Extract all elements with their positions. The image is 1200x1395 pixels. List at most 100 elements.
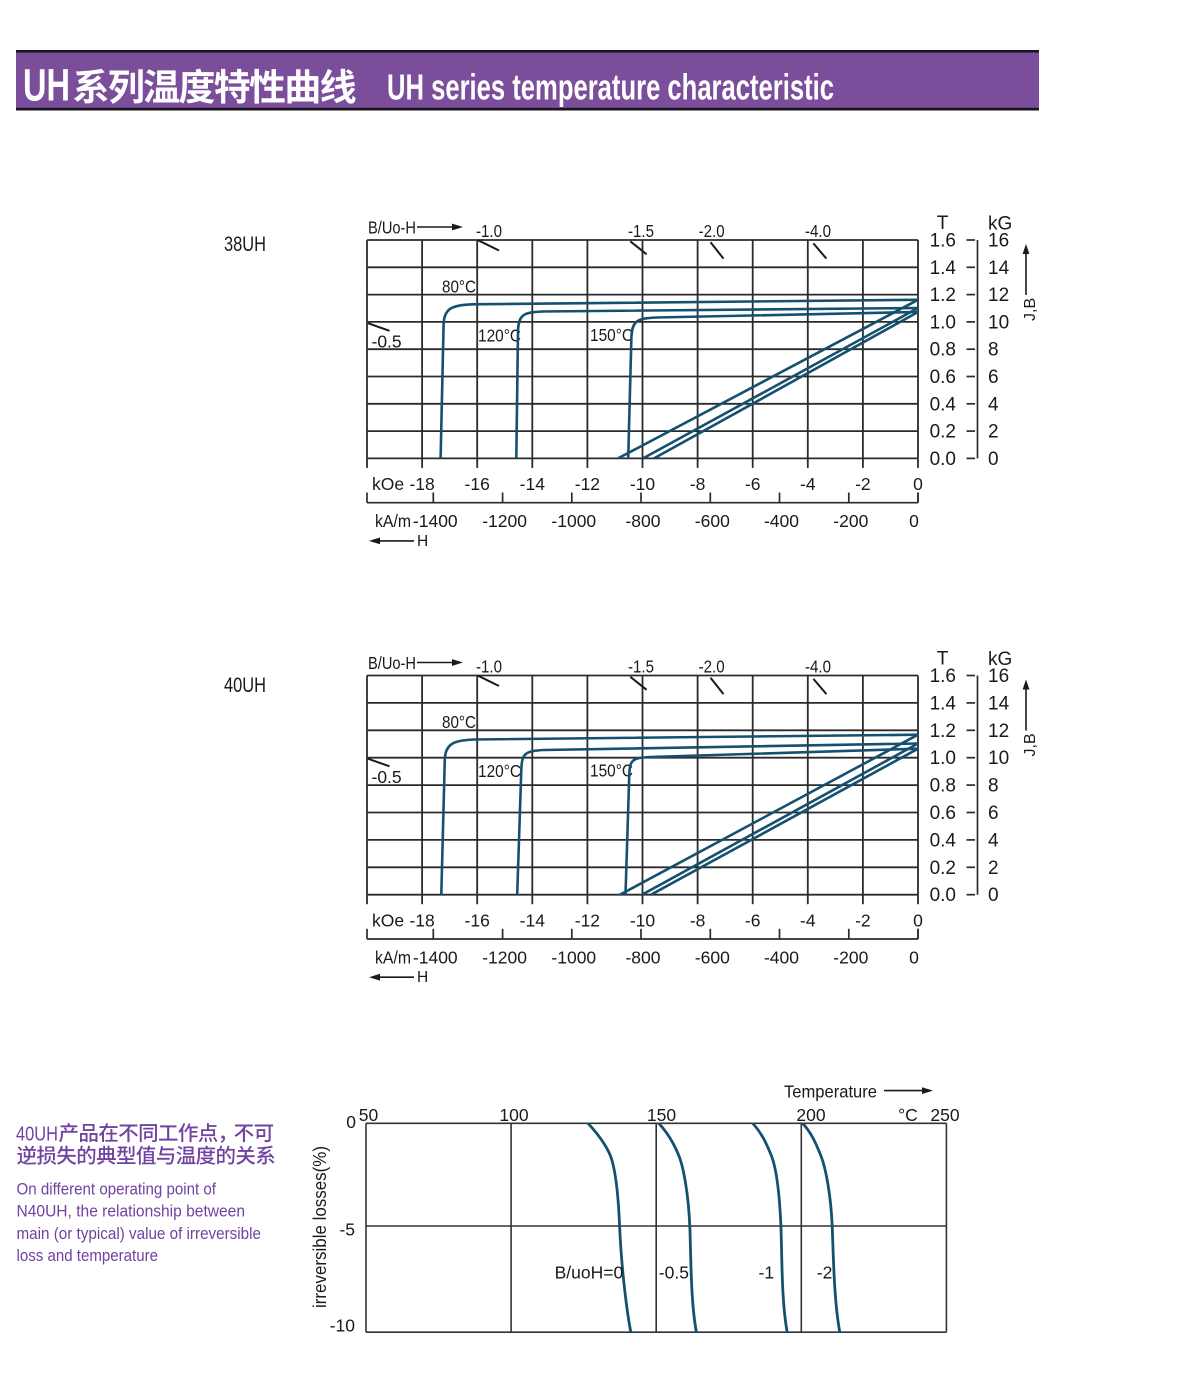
svg-text:kA/m: kA/m [375, 948, 411, 968]
svg-text:-1000: -1000 [551, 511, 596, 531]
svg-text:-4.0: -4.0 [805, 221, 831, 241]
svg-text:2: 2 [988, 858, 999, 879]
svg-text:0.2: 0.2 [930, 858, 956, 879]
svg-text:80°C: 80°C [442, 277, 476, 297]
svg-text:-6: -6 [745, 474, 761, 494]
svg-text:0.0: 0.0 [930, 449, 956, 470]
svg-text:-10: -10 [630, 910, 656, 930]
svg-text:kG: kG [988, 649, 1012, 670]
svg-text:-18: -18 [409, 474, 434, 494]
svg-text:-1.5: -1.5 [628, 657, 654, 677]
svg-text:0: 0 [913, 474, 923, 494]
svg-text:-10: -10 [330, 1316, 356, 1336]
svg-text:UH series temperature characte: UH series temperature characteristic [387, 67, 834, 108]
svg-text:-2.0: -2.0 [699, 657, 725, 677]
svg-text:-2: -2 [817, 1263, 833, 1283]
svg-text:16: 16 [988, 666, 1009, 687]
svg-text:-14: -14 [520, 474, 546, 494]
svg-text:loss and temperature: loss and temperature [17, 1246, 159, 1265]
svg-text:1.0: 1.0 [930, 748, 956, 769]
svg-text:1.2: 1.2 [930, 721, 956, 742]
svg-text:-200: -200 [833, 948, 868, 968]
svg-text:Temperature: Temperature [784, 1082, 877, 1102]
svg-text:0: 0 [346, 1112, 356, 1132]
svg-text:0: 0 [909, 511, 919, 531]
svg-text:150°C: 150°C [590, 761, 633, 781]
svg-text:J,B: J,B [1022, 298, 1039, 321]
svg-text:-400: -400 [764, 948, 799, 968]
svg-text:°C: °C [898, 1105, 918, 1125]
svg-text:40UH: 40UH [16, 1122, 58, 1145]
svg-text:-1.0: -1.0 [476, 221, 502, 241]
svg-text:16: 16 [988, 231, 1009, 252]
svg-text:-12: -12 [575, 910, 600, 930]
svg-text:irreversible losses(%): irreversible losses(%) [310, 1146, 330, 1308]
svg-text:4: 4 [988, 394, 999, 415]
svg-text:kOe: kOe [372, 474, 404, 494]
svg-text:14: 14 [988, 258, 1010, 279]
svg-text:B/Uo-H: B/Uo-H [368, 218, 416, 238]
svg-text:-4.0: -4.0 [805, 657, 831, 677]
svg-text:50: 50 [359, 1105, 379, 1125]
svg-text:-4: -4 [800, 474, 816, 494]
svg-text:main (or typical) value of irr: main (or typical) value of irreversible [17, 1224, 262, 1243]
svg-text:14: 14 [988, 693, 1010, 714]
svg-text:1.4: 1.4 [930, 258, 957, 279]
svg-text:40UH: 40UH [224, 674, 266, 697]
svg-text:6: 6 [988, 803, 999, 824]
svg-text:B/Uo-H: B/Uo-H [368, 653, 416, 673]
svg-text:100: 100 [499, 1105, 528, 1125]
svg-text:0.4: 0.4 [930, 394, 957, 415]
svg-text:J,B: J,B [1022, 733, 1039, 756]
svg-text:38UH: 38UH [224, 233, 266, 256]
svg-text:10: 10 [988, 312, 1009, 333]
svg-text:-5: -5 [339, 1220, 355, 1240]
svg-text:-16: -16 [465, 910, 490, 930]
svg-text:0.0: 0.0 [930, 885, 956, 906]
svg-text:-400: -400 [764, 511, 799, 531]
svg-text:-1400: -1400 [413, 511, 458, 531]
svg-text:On different operating point o: On different operating point of [17, 1180, 217, 1199]
svg-text:-0.5: -0.5 [659, 1263, 689, 1283]
svg-text:-1000: -1000 [551, 948, 596, 968]
svg-text:250: 250 [930, 1105, 959, 1125]
svg-text:kG: kG [988, 214, 1012, 235]
svg-text:-0.5: -0.5 [372, 332, 402, 352]
svg-text:6: 6 [988, 367, 999, 388]
svg-text:12: 12 [988, 721, 1009, 742]
svg-text:-1200: -1200 [482, 511, 527, 531]
svg-text:4: 4 [988, 830, 999, 851]
svg-text:12: 12 [988, 285, 1009, 306]
svg-text:120°C: 120°C [478, 326, 521, 346]
svg-text:B/uoH=0: B/uoH=0 [555, 1263, 624, 1283]
svg-text:-1200: -1200 [482, 948, 527, 968]
svg-text:8: 8 [988, 340, 999, 361]
svg-text:120°C: 120°C [478, 761, 521, 781]
svg-text:H: H [417, 533, 428, 550]
svg-text:10: 10 [988, 748, 1009, 769]
svg-text:-2: -2 [855, 474, 871, 494]
svg-text:-10: -10 [630, 474, 656, 494]
svg-text:kA/m: kA/m [375, 511, 411, 531]
svg-text:UH: UH [23, 59, 70, 110]
svg-text:-8: -8 [690, 474, 706, 494]
svg-text:200: 200 [796, 1105, 825, 1125]
svg-text:150°C: 150°C [590, 325, 633, 345]
svg-text:-16: -16 [465, 474, 490, 494]
svg-text:0: 0 [988, 885, 999, 906]
svg-text:0.6: 0.6 [930, 367, 956, 388]
svg-text:-12: -12 [575, 474, 600, 494]
svg-text:-4: -4 [800, 910, 816, 930]
svg-text:0.8: 0.8 [930, 776, 956, 797]
svg-text:150: 150 [647, 1105, 676, 1125]
svg-text:-1: -1 [759, 1263, 775, 1283]
svg-text:1.2: 1.2 [930, 285, 956, 306]
svg-text:-2.0: -2.0 [699, 221, 725, 241]
svg-text:H: H [417, 969, 428, 986]
svg-text:-2: -2 [855, 910, 871, 930]
svg-text:N40UH, the relationship betwe: N40UH, the relationship between [17, 1202, 246, 1221]
svg-text:-800: -800 [625, 948, 660, 968]
svg-text:2: 2 [988, 422, 999, 443]
svg-text:kOe: kOe [372, 910, 404, 930]
svg-text:-8: -8 [690, 910, 706, 930]
